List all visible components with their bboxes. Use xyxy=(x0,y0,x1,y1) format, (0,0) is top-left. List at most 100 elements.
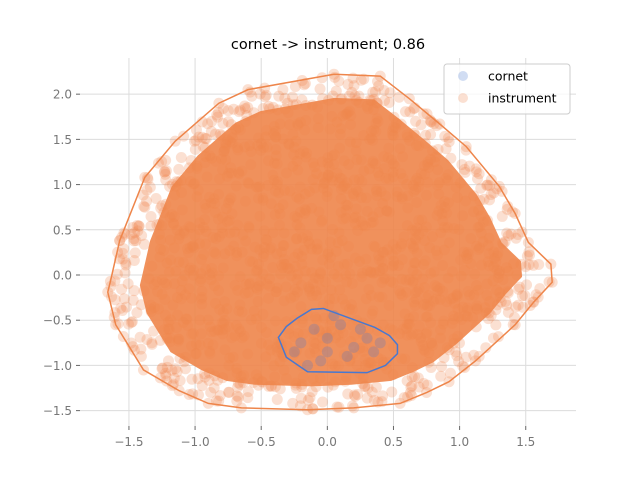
legend-label-cornet: cornet xyxy=(488,69,528,84)
instrument-point xyxy=(105,280,117,292)
instrument-point xyxy=(199,371,211,383)
instrument-point xyxy=(233,391,245,403)
instrument-point xyxy=(231,395,243,407)
instrument-point xyxy=(304,392,316,404)
cornet-point xyxy=(288,346,300,358)
instrument-point xyxy=(205,125,217,137)
instrument-point xyxy=(145,220,157,232)
instrument-point xyxy=(239,100,251,112)
instrument-point xyxy=(206,115,218,127)
instrument-point xyxy=(514,281,526,293)
instrument-point xyxy=(116,283,128,295)
instrument-point xyxy=(259,91,271,103)
instrument-point xyxy=(294,400,306,412)
instrument-point xyxy=(118,293,130,305)
instrument-point xyxy=(157,362,169,374)
instrument-point xyxy=(146,337,158,349)
instrument-point xyxy=(233,106,245,118)
instrument-point xyxy=(163,355,175,367)
instrument-point xyxy=(502,200,514,212)
instrument-point xyxy=(470,163,482,175)
instrument-point xyxy=(146,338,158,350)
instrument-point xyxy=(239,103,251,115)
instrument-point xyxy=(421,379,433,391)
instrument-point xyxy=(500,295,512,307)
instrument-point xyxy=(274,383,286,395)
instrument-point xyxy=(488,187,500,199)
instrument-point xyxy=(524,249,536,261)
instrument-point xyxy=(279,92,291,104)
instrument-point xyxy=(125,228,137,240)
instrument-point xyxy=(144,181,156,193)
instrument-point xyxy=(370,381,382,393)
instrument-point xyxy=(513,283,525,295)
instrument-point xyxy=(175,151,187,163)
instrument-point xyxy=(231,390,243,402)
instrument-point xyxy=(413,381,425,393)
instrument-point xyxy=(510,301,522,313)
instrument-point xyxy=(254,88,266,100)
instrument-point xyxy=(331,401,343,413)
instrument-point xyxy=(367,86,379,98)
instrument-point xyxy=(141,184,153,196)
instrument-point xyxy=(485,174,497,186)
instrument-point xyxy=(133,220,145,232)
instrument-point xyxy=(287,91,299,103)
cornet-point xyxy=(341,350,353,362)
instrument-point xyxy=(159,168,171,180)
instrument-point xyxy=(487,332,499,344)
chart-title: cornet -> instrument; 0.86 xyxy=(231,37,425,53)
instrument-point xyxy=(527,259,539,271)
x-tick-label: 0.0 xyxy=(318,435,337,449)
instrument-point xyxy=(459,163,471,175)
instrument-point xyxy=(141,195,153,207)
instrument-point xyxy=(135,350,147,362)
instrument-point xyxy=(329,71,341,83)
instrument-point xyxy=(171,366,183,378)
instrument-point xyxy=(222,116,234,128)
instrument-point xyxy=(159,166,171,178)
instrument-point xyxy=(128,235,140,247)
x-tick-label: −1.0 xyxy=(181,435,210,449)
instrument-point xyxy=(352,389,364,401)
instrument-point xyxy=(119,228,131,240)
instrument-point xyxy=(355,74,367,86)
instrument-point xyxy=(120,301,132,313)
cornet-point xyxy=(361,332,373,344)
cornet-point xyxy=(321,332,333,344)
instrument-point xyxy=(242,386,254,398)
legend-label-instrument: instrument xyxy=(488,91,557,106)
instrument-point xyxy=(128,254,140,266)
instrument-point xyxy=(368,394,380,406)
instrument-point xyxy=(436,361,448,373)
instrument-point xyxy=(523,259,535,271)
instrument-point xyxy=(130,235,142,247)
instrument-point xyxy=(190,134,202,146)
instrument-point xyxy=(415,119,427,131)
instrument-point xyxy=(161,375,173,387)
instrument-point xyxy=(116,305,128,317)
instrument-point xyxy=(131,219,143,231)
y-tick-label: 2.0 xyxy=(53,88,72,102)
instrument-point xyxy=(409,371,421,383)
y-tick-label: 0.5 xyxy=(53,223,72,237)
instrument-point xyxy=(519,290,531,302)
instrument-point xyxy=(502,230,514,242)
instrument-point xyxy=(214,390,226,402)
instrument-point xyxy=(442,132,454,144)
instrument-point xyxy=(242,102,254,114)
instrument-point xyxy=(296,94,308,106)
instrument-point xyxy=(358,73,370,85)
instrument-point xyxy=(271,393,283,405)
instrument-point xyxy=(242,392,254,404)
instrument-point xyxy=(127,221,139,233)
instrument-point xyxy=(533,259,545,271)
y-tick-label: 0.0 xyxy=(53,269,72,283)
instrument-point xyxy=(516,290,528,302)
instrument-point xyxy=(451,350,463,362)
y-tick-label: 1.0 xyxy=(53,178,72,192)
instrument-point xyxy=(372,75,384,87)
instrument-point xyxy=(460,351,472,363)
cornet-hull xyxy=(277,307,399,374)
instrument-point xyxy=(510,232,522,244)
